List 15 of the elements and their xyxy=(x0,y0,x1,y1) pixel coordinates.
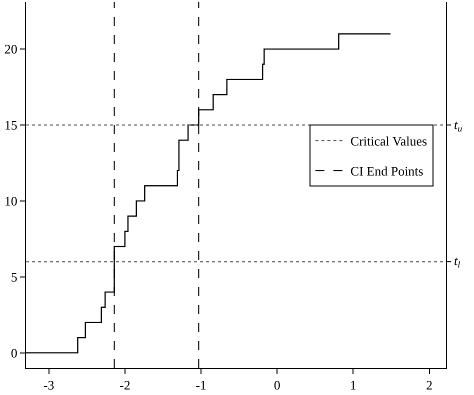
text: t$_{l}$ xyxy=(454,253,461,270)
y-tick-label: 10 xyxy=(4,194,18,208)
x-tick-label: -3 xyxy=(43,378,54,393)
x-tick-label: -2 xyxy=(119,378,130,393)
ref-line-label: CI End Points xyxy=(350,164,424,179)
y-tick-label: 5 xyxy=(10,269,18,284)
x-tick-label: 0 xyxy=(274,378,280,393)
x-tick-label: 1 xyxy=(350,378,356,393)
x-tick-label: 2 xyxy=(426,378,433,393)
text: t$_{u}$ xyxy=(454,117,463,134)
y-tick-label: 20 xyxy=(4,42,18,57)
x-tick-label: -1 xyxy=(196,378,206,393)
y-tick-label: 15 xyxy=(4,118,18,133)
legend-label: Critical Values xyxy=(350,134,428,149)
y-tick-label: 0 xyxy=(10,345,18,360)
